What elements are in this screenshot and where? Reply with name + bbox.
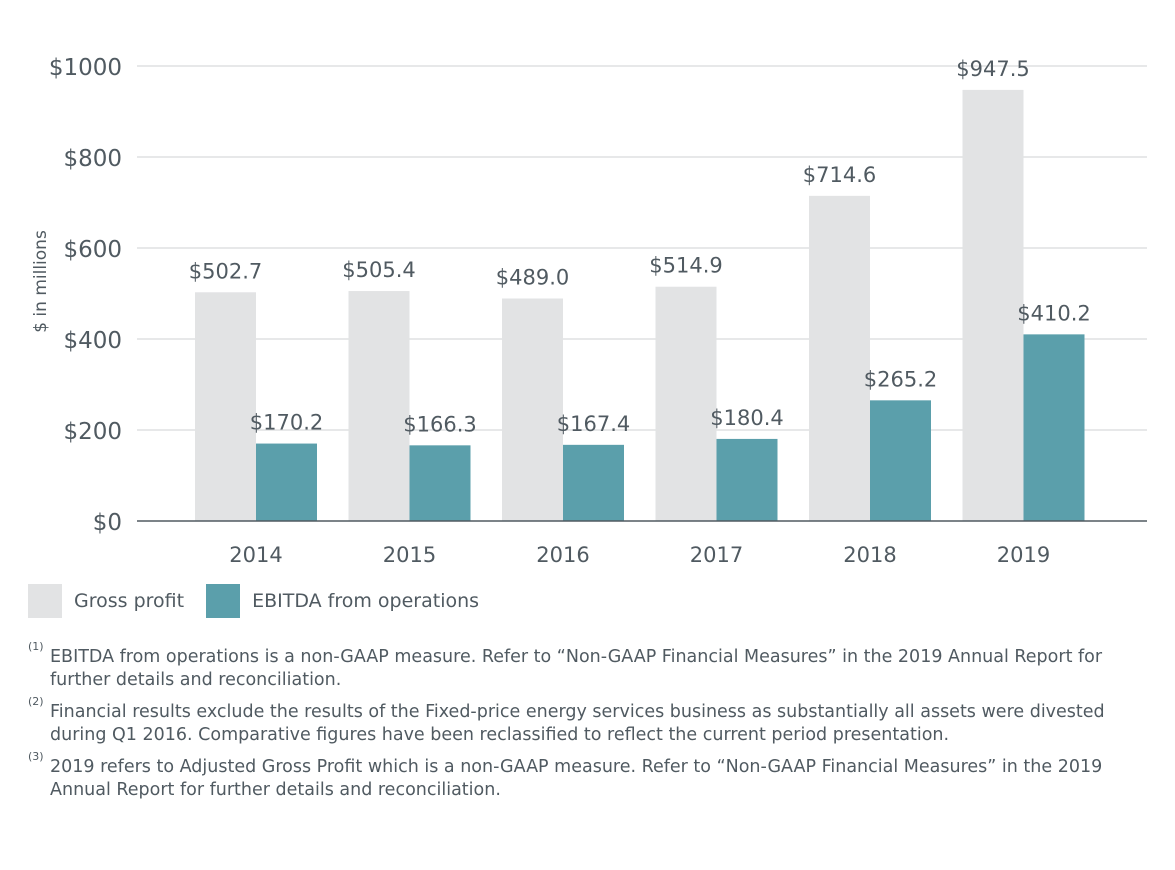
data-label: $502.7 — [189, 259, 262, 283]
legend-swatch-gross-profit — [28, 584, 62, 618]
x-tick-label: 2018 — [843, 543, 896, 567]
data-label: $170.2 — [250, 411, 323, 435]
footnote-1: (1) EBITDA from operations is a non-GAAP… — [28, 641, 1148, 692]
x-tick-label: 2015 — [383, 543, 436, 567]
data-label: $166.3 — [403, 412, 476, 436]
footnote-marker: (2) — [28, 695, 44, 708]
footnote-text: EBITDA from operations is a non-GAAP mea… — [50, 647, 1103, 690]
x-tick-label: 2019 — [997, 543, 1050, 567]
x-tick-label: 2014 — [229, 543, 282, 567]
footnote-marker: (1) — [28, 640, 44, 653]
legend-label-ebitda: EBITDA from operations — [252, 590, 480, 612]
bar-ebitda — [409, 445, 471, 521]
y-tick-label: $600 — [63, 237, 122, 263]
footnotes: (1) EBITDA from operations is a non-GAAP… — [28, 641, 1148, 811]
bar-gross-profit — [195, 292, 256, 521]
data-label: $265.2 — [864, 367, 937, 391]
bar-gross-profit — [962, 89, 1024, 521]
footnote-marker: (3) — [28, 750, 44, 763]
bar-gross-profit — [809, 195, 870, 521]
bar-ebitda — [1023, 334, 1085, 521]
footnote-3: (3) 2019 refers to Adjusted Gross Profit… — [28, 751, 1148, 802]
y-tick-label: $800 — [63, 146, 122, 172]
bar-ebitda — [563, 444, 624, 521]
bar-ebitda — [716, 438, 778, 521]
data-label: $180.4 — [710, 406, 783, 430]
x-tick-label: 2017 — [690, 543, 743, 567]
y-tick-label: $1000 — [49, 55, 122, 81]
bar-ebitda — [256, 443, 317, 521]
legend-item-ebitda: EBITDA from operations — [206, 584, 479, 618]
legend-swatch-ebitda — [206, 584, 241, 618]
data-label: $947.5 — [956, 57, 1029, 81]
data-label: $505.4 — [342, 258, 415, 282]
y-tick-label: $400 — [63, 328, 122, 354]
x-tick-label: 2016 — [536, 543, 589, 567]
legend-item-gross-profit: Gross profit — [28, 584, 184, 618]
data-label: $167.4 — [557, 412, 630, 436]
chart-legend: Gross profit EBITDA from operations — [28, 584, 501, 618]
footnote-2: (2) Financial results exclude the result… — [28, 696, 1148, 747]
y-tick-label: $0 — [93, 510, 122, 536]
y-tick-label: $200 — [63, 419, 122, 445]
data-label: $489.0 — [496, 266, 569, 290]
footnote-text: 2019 refers to Adjusted Gross Profit whi… — [50, 757, 1103, 800]
data-label: $410.2 — [1017, 301, 1090, 325]
y-axis-label: $ in millions — [31, 230, 51, 333]
bar-ebitda — [870, 400, 931, 521]
bar-chart: $0 $200 $400 $600 $800 $1000 $ in millions $502… — [31, 55, 1147, 567]
data-label: $714.6 — [803, 163, 876, 187]
legend-label-gross-profit: Gross profit — [74, 590, 185, 612]
footnote-text: Financial results exclude the results of… — [50, 702, 1105, 745]
bar-gross-profit — [348, 291, 410, 521]
data-label: $514.9 — [649, 254, 722, 278]
bar-gross-profit — [655, 286, 717, 521]
bar-gross-profit — [502, 298, 563, 521]
